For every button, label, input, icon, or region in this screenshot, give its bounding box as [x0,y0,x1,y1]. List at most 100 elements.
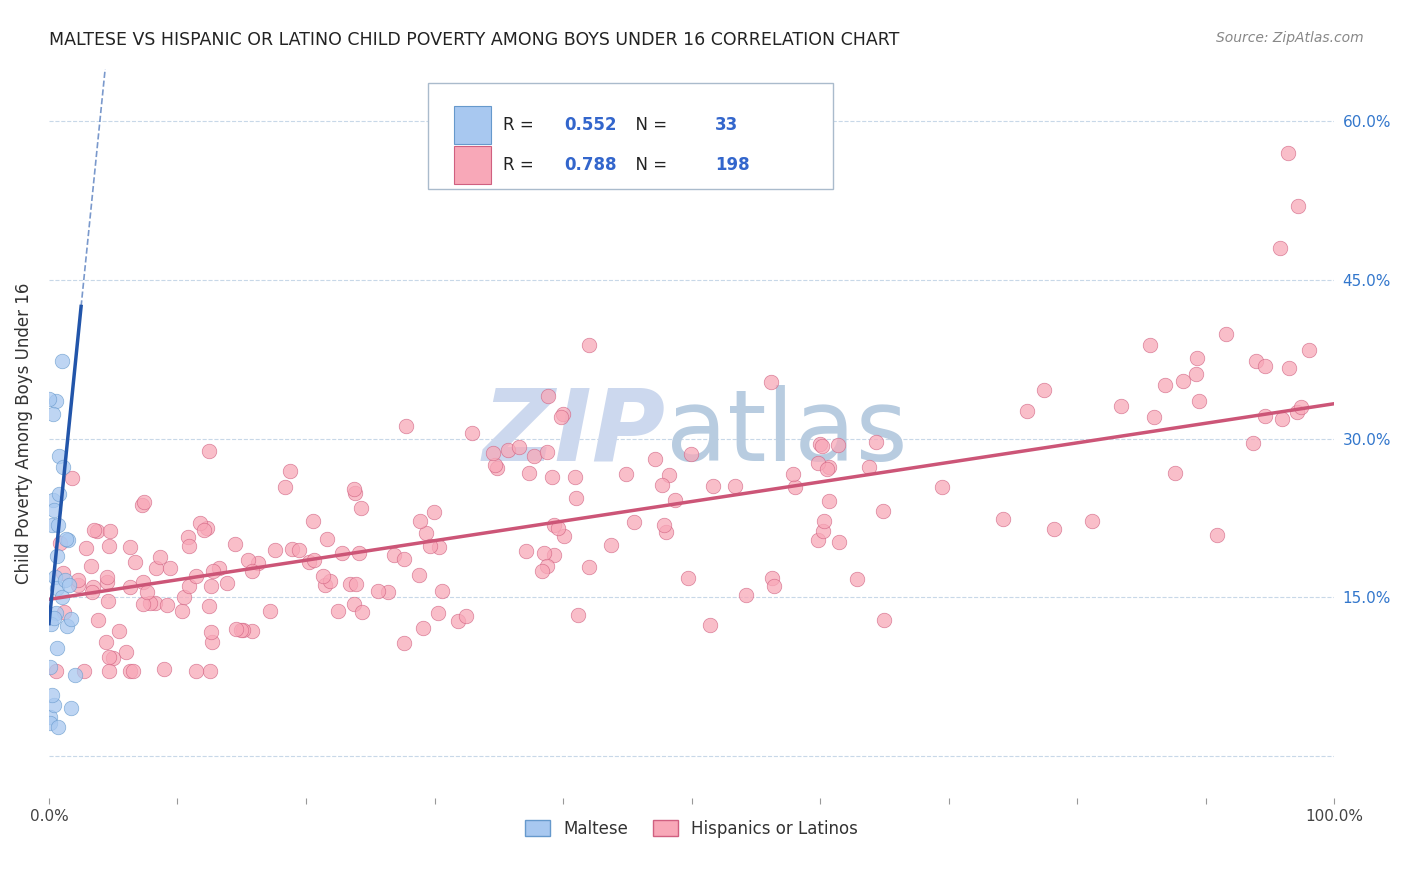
Point [808,436,831,450]
Point [259,604,281,618]
Point [80,585,103,599]
Point [121,665,143,679]
Point [392,636,415,650]
Point [565,491,588,505]
Point [51,590,73,604]
Point [536,559,558,574]
Point [75,541,97,555]
Point [343,597,366,611]
Point [811,524,834,538]
Point [702,479,724,493]
Point [679,447,702,461]
Point [482,446,505,460]
Point [543,549,565,563]
Point [193,524,215,538]
Point [367,584,389,599]
Point [872,504,894,518]
Point [311,569,333,583]
Text: R =: R = [503,116,538,134]
Point [42,698,65,713]
Y-axis label: Child Poverty Among Boys Under 16: Child Poverty Among Boys Under 16 [15,283,32,584]
Point [38,710,60,724]
Point [1291,400,1313,414]
Point [517,466,540,480]
Point [198,599,221,613]
Point [274,480,297,494]
Point [240,624,263,639]
Point [339,576,361,591]
Point [807,456,830,470]
Point [159,561,181,575]
Point [45,665,67,679]
Point [724,479,747,493]
Point [614,467,637,482]
Point [1143,409,1166,424]
Point [1187,351,1209,366]
Text: MALTESE VS HISPANIC OR LATINO CHILD POVERTY AMONG BOYS UNDER 16 CORRELATION CHAR: MALTESE VS HISPANIC OR LATINO CHILD POVE… [49,31,900,49]
Point [152,662,174,676]
Point [198,444,221,458]
Point [281,541,304,556]
Point [931,480,953,494]
Point [45,606,67,620]
Point [1271,411,1294,425]
Point [652,517,675,532]
Point [676,571,699,585]
Point [1270,241,1292,255]
Point [46,641,69,656]
Point [1206,528,1229,542]
FancyBboxPatch shape [427,83,832,189]
Point [1277,146,1299,161]
Point [1171,374,1194,388]
Point [115,645,138,659]
Point [82,580,104,594]
Point [1241,436,1264,450]
Point [1153,378,1175,392]
Point [762,579,785,593]
Point [66,573,89,587]
Point [600,538,623,552]
Point [785,480,807,494]
Point [59,701,82,715]
Point [623,515,645,529]
Point [264,543,287,558]
Point [186,665,208,679]
Point [229,623,252,637]
Point [177,530,200,544]
Point [86,524,108,538]
Point [136,585,159,599]
Point [498,443,520,458]
Point [644,452,666,467]
Point [846,572,869,586]
Point [134,495,156,509]
Point [46,549,69,564]
Text: 0.552: 0.552 [564,116,617,134]
Point [101,650,124,665]
Point [782,467,804,481]
Point [48,720,70,734]
Point [547,521,569,535]
Point [131,597,153,611]
Point [96,575,118,590]
Point [1286,199,1309,213]
Point [392,552,415,566]
Point [198,665,221,679]
Point [408,568,430,582]
Point [817,493,839,508]
Point [810,439,832,453]
Point [48,450,70,464]
Point [347,546,370,560]
Point [139,596,162,610]
Point [461,425,484,440]
Point [533,546,555,560]
Point [124,555,146,569]
Point [1033,383,1056,397]
Point [543,518,565,533]
Point [238,552,260,566]
Point [1298,343,1320,358]
Point [97,665,120,679]
Point [278,464,301,478]
Point [120,580,142,594]
Point [98,540,121,554]
Point [530,564,553,578]
